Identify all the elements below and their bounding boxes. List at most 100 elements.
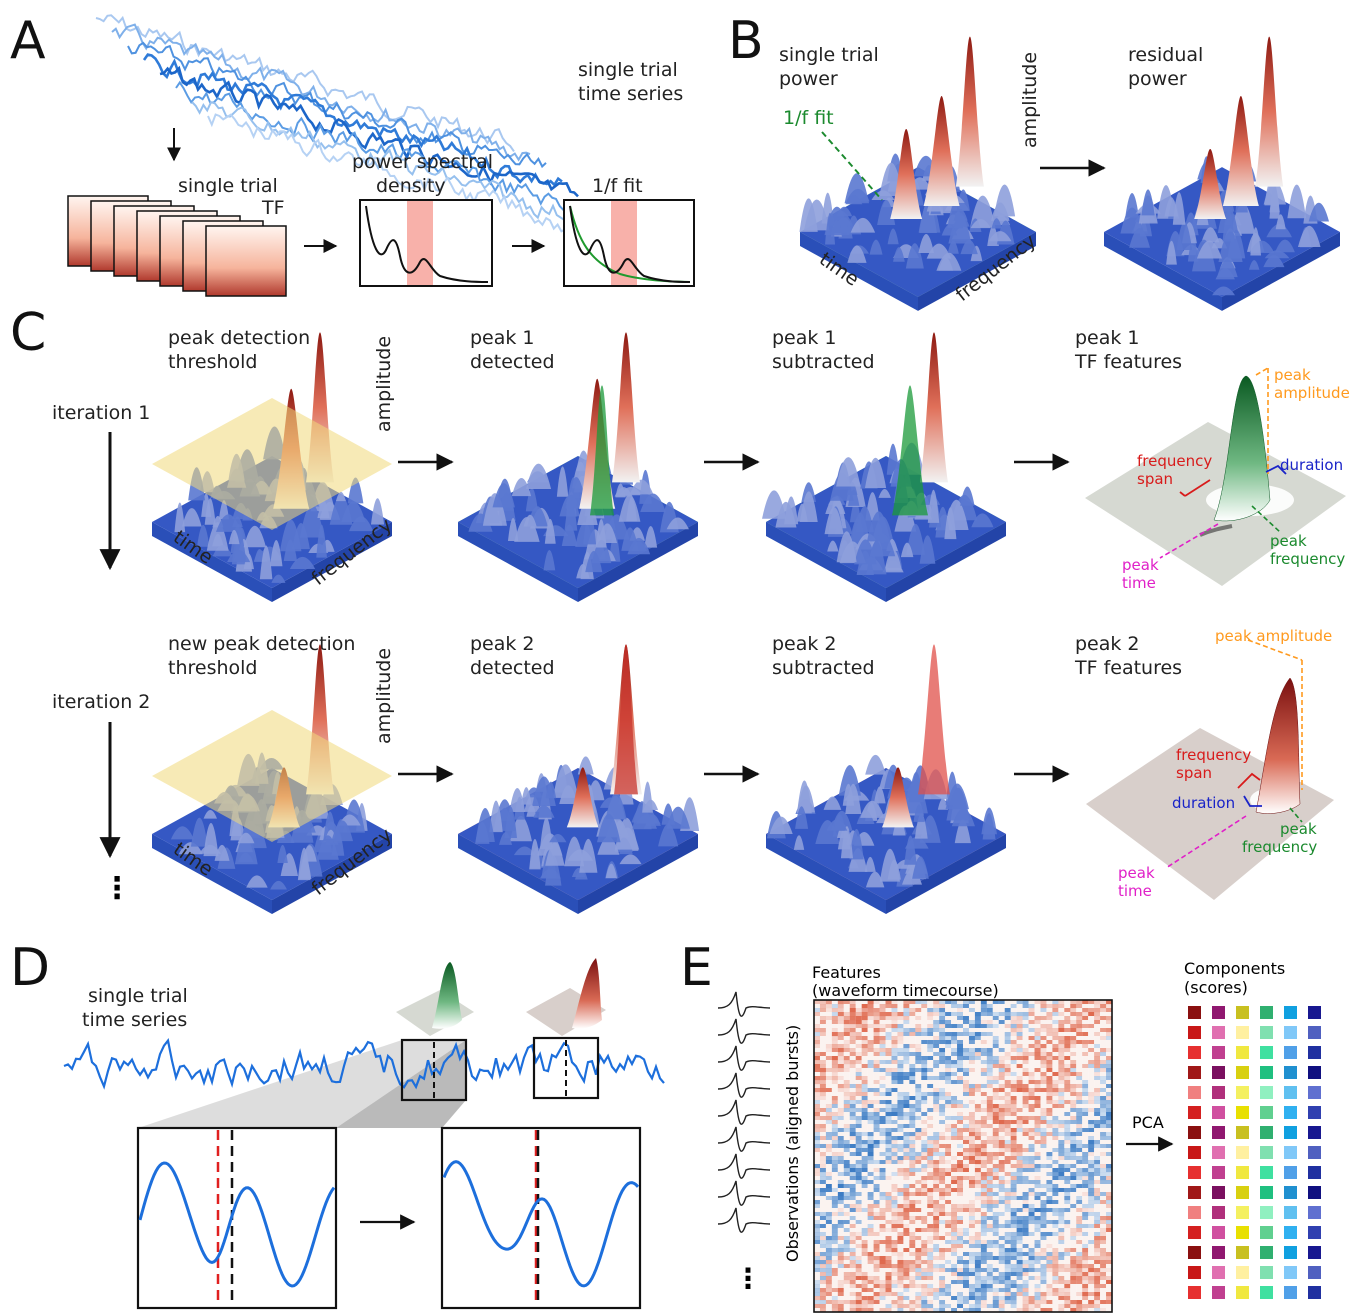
c1-peak-frequency-1: peak [1270,532,1307,550]
e-score-cell [1308,1246,1321,1259]
d-time-series [63,1038,665,1090]
e-score-cell [1260,1246,1273,1259]
c1-amplitude-label: amplitude [373,336,395,432]
e-component-score-grid [1188,1006,1321,1299]
e-score-cell [1260,1266,1273,1279]
c2-frequency-span-1: frequency [1176,746,1251,764]
e-observations-label: Observations (aligned bursts) [783,1025,802,1262]
a-trace [191,101,611,233]
e-score-cell [1308,1166,1321,1179]
e-score-cell [1236,1186,1249,1199]
d-zoom-after [440,1126,642,1310]
d-trace-line [63,1038,665,1090]
c2-frequency-span-2: span [1176,764,1212,782]
e-score-cell [1284,1266,1297,1279]
e-score-cell [1308,1126,1321,1139]
e-score-cell [1212,1046,1225,1059]
e-score-cell [1260,1126,1273,1139]
e-features-label-1: Features [812,963,881,982]
e-score-cell [1212,1066,1225,1079]
e-score-cell [1284,1186,1297,1199]
e-score-cell [1260,1086,1273,1099]
e-score-cell [1188,1126,1201,1139]
e-score-cell [1212,1226,1225,1239]
e-score-cell [1212,1106,1225,1119]
c1-detected-label-1: peak 1 [470,327,535,349]
b-fit-pointer [821,131,883,201]
e-score-cell [1308,1106,1321,1119]
e-pca-label: PCA [1132,1113,1164,1132]
e-score-cell [1236,1046,1249,1059]
e-score-cell [1236,1246,1249,1259]
e-score-cell [1308,1266,1321,1279]
e-score-cell [1284,1086,1297,1099]
e-score-cell [1188,1186,1201,1199]
e-score-cell [1188,1026,1201,1039]
e-components-label-1: Components [1184,959,1285,978]
e-waveform [717,1072,771,1098]
e-score-cell [1284,1046,1297,1059]
e-waveform [717,1018,771,1044]
e-score-cell [1260,1026,1273,1039]
e-score-cell [1260,1046,1273,1059]
c2-peak-frequency-2: frequency [1242,838,1317,856]
c1-features-label-1: peak 1 [1075,327,1140,349]
e-score-cell [1308,1006,1321,1019]
c1-detected-label-2: detected [470,351,555,373]
c2-detected-label-1: peak 2 [470,633,535,655]
fit-plot [563,199,695,287]
c1-frequency-span-1: frequency [1137,452,1212,470]
e-score-cell [1308,1066,1321,1079]
e-score-cell [1284,1206,1297,1219]
e-score-cell [1260,1106,1273,1119]
e-score-cell [1260,1066,1273,1079]
c2-subtracted-surface [766,644,1006,914]
b-residual-label-1: residual [1128,44,1203,66]
e-score-cell [1284,1006,1297,1019]
c2-amplitude-label: amplitude [373,648,395,744]
e-waveform [717,1099,771,1125]
e-waveform [717,1153,771,1179]
a-trace [95,14,515,152]
c-iteration-2: iteration 2 [52,691,150,713]
e-score-cell [1188,1066,1201,1079]
e-waveform [717,991,771,1017]
e-score-cell [1284,1286,1297,1299]
e-score-cell [1284,1066,1297,1079]
e-ellipsis: ⋮ [734,1262,762,1295]
e-score-cell [1284,1126,1297,1139]
e-score-cell [1236,1086,1249,1099]
c1-threshold-surface [152,332,392,602]
c2-threshold-surface [152,644,392,914]
e-score-cell [1236,1106,1249,1119]
e-score-cell [1236,1126,1249,1139]
e-score-cell [1212,1026,1225,1039]
a-fit-label: 1/f fit [592,175,643,197]
e-aligned-burst-waveforms [717,991,771,1233]
e-score-cell [1212,1266,1225,1279]
e-feature-heatmap [814,1000,1113,1313]
c1-frequency-span-2: span [1137,470,1173,488]
e-score-cell [1284,1106,1297,1119]
d-burst-box-1 [400,1038,468,1102]
c2-peak-frequency-1: peak [1280,820,1317,838]
c1-subtracted-label-2: subtracted [772,351,875,373]
c2-detected-surface [458,644,700,914]
e-score-cell [1260,1206,1273,1219]
e-score-cell [1212,1246,1225,1259]
c2-peak-time-2: time [1118,882,1152,900]
e-score-cell [1212,1146,1225,1159]
e-score-cell [1236,1066,1249,1079]
e-score-cell [1188,1206,1201,1219]
e-score-cell [1236,1226,1249,1239]
e-score-cell [1212,1286,1225,1299]
c-ellipsis: ⋮ [102,871,132,906]
e-score-cell [1212,1126,1225,1139]
e-features-label-2: (waveform timecourse) [812,981,999,1000]
panel-letter-b: B [728,11,764,71]
e-score-cell [1308,1226,1321,1239]
c1-peak-amplitude-2: amplitude [1274,384,1350,402]
e-score-cell [1260,1286,1273,1299]
e-score-cell [1308,1186,1321,1199]
